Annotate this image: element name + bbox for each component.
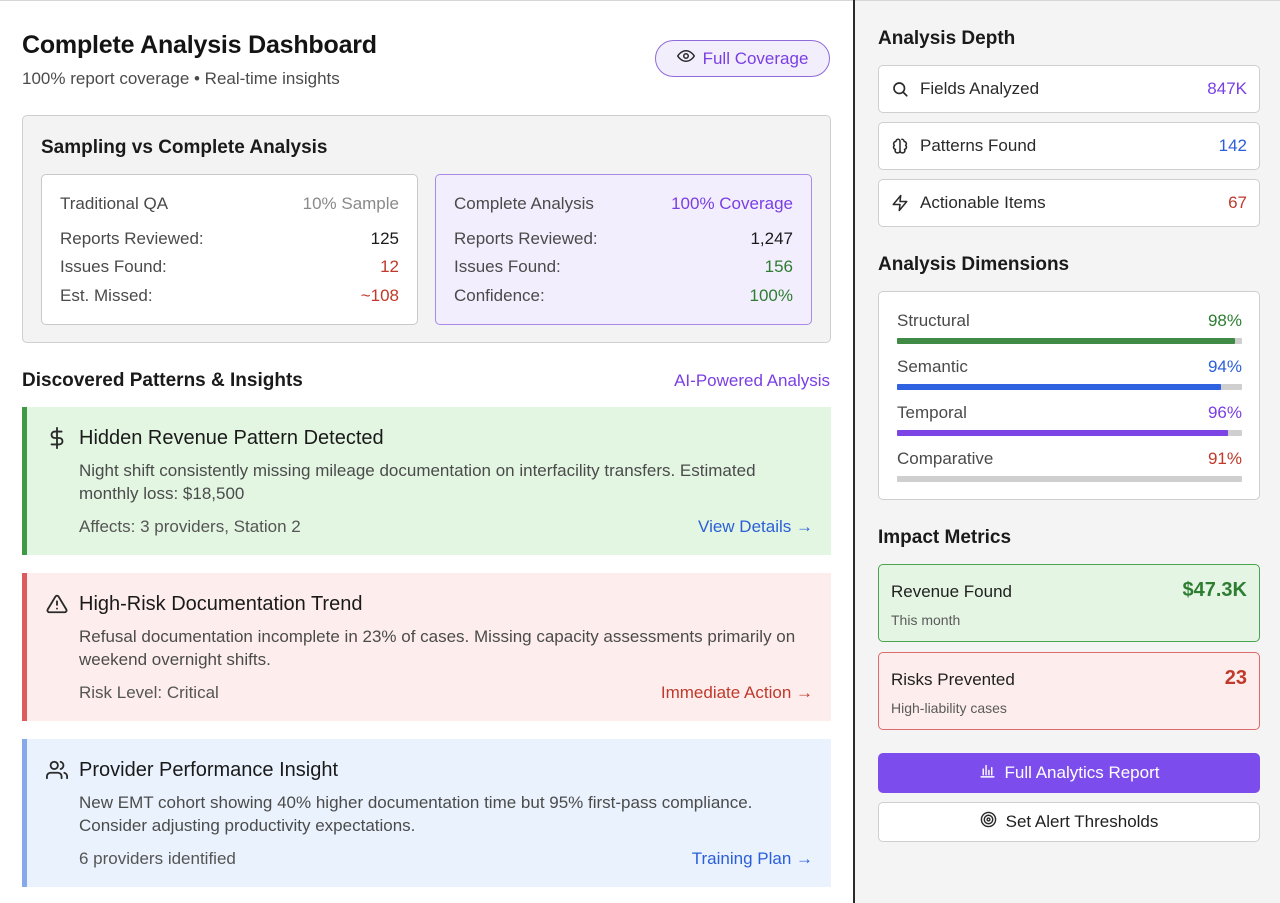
dollar-icon — [46, 427, 68, 449]
impact-label: Risks Prevented — [891, 670, 1015, 689]
impact-value: 23 — [1224, 667, 1247, 689]
set-alert-thresholds-label: Set Alert Thresholds — [1005, 812, 1159, 831]
dimension-progress-fill — [897, 338, 1236, 344]
dimension-comparative: Comparative 91% — [897, 449, 1242, 482]
traditional-qa-name: Traditional QA — [60, 194, 169, 213]
insights-title: Discovered Patterns & Insights — [22, 370, 303, 391]
metric-patterns-found: Patterns Found 142 — [878, 122, 1260, 170]
dimension-progress-fill — [897, 476, 1211, 482]
complete-analysis-tag: 100% Coverage — [671, 194, 793, 213]
complete-confidence-label: Confidence: — [454, 286, 545, 305]
metric-value: 142 — [1218, 136, 1247, 155]
dimension-value: 98% — [1207, 311, 1242, 330]
full-coverage-label: Full Coverage — [702, 48, 809, 68]
insight-title: High-Risk Documentation Trend — [79, 593, 363, 615]
page-title: Complete Analysis Dashboard — [22, 31, 377, 59]
search-icon — [891, 80, 909, 98]
insight-title: Provider Performance Insight — [79, 759, 339, 781]
insight-card-provider: Provider Performance Insight New EMT coh… — [22, 739, 831, 887]
users-icon — [46, 759, 68, 781]
immediate-action-link[interactable]: Immediate Action → — [660, 683, 813, 702]
complete-confidence-value: 100% — [749, 286, 793, 305]
dimension-progress-bar — [897, 476, 1242, 482]
impact-sublabel: High-liability cases — [891, 700, 1007, 716]
complete-analysis-box: Complete Analysis 100% Coverage Reports … — [435, 174, 812, 325]
dimension-label: Comparative — [897, 449, 994, 468]
traditional-qa-tag: 10% Sample — [302, 194, 399, 213]
dimension-value: 91% — [1207, 449, 1242, 468]
dimension-value: 94% — [1207, 357, 1242, 376]
dimension-structural: Structural 98% — [897, 311, 1242, 344]
full-analytics-report-label: Full Analytics Report — [1004, 763, 1160, 782]
complete-issues-label: Issues Found: — [454, 257, 561, 276]
metric-value: 847K — [1207, 79, 1247, 98]
dimension-label: Temporal — [897, 403, 967, 422]
dimension-progress-fill — [897, 430, 1229, 436]
dimension-semantic: Semantic 94% — [897, 357, 1242, 390]
traditional-issues-value: 12 — [380, 257, 399, 276]
insight-body: Refusal documentation incomplete in 23% … — [79, 627, 796, 669]
dimension-progress-fill — [897, 384, 1222, 390]
sidebar: Analysis Depth Fields Analyzed 847K Patt… — [855, 1, 1280, 903]
insight-body: Night shift consistently missing mileage… — [79, 461, 756, 503]
complete-reports-value: 1,247 — [750, 229, 793, 248]
metric-label: Patterns Found — [920, 136, 1037, 155]
analysis-dimensions-title: Analysis Dimensions — [878, 254, 1070, 275]
main-panel: Complete Analysis Dashboard 100% report … — [0, 1, 854, 903]
page-subtitle: 100% report coverage • Real-time insight… — [22, 69, 340, 88]
insight-footer: 6 providers identified — [79, 849, 236, 868]
set-alert-thresholds-button[interactable]: Set Alert Thresholds — [878, 802, 1260, 842]
impact-label: Revenue Found — [891, 582, 1012, 601]
traditional-reports-label: Reports Reviewed: — [60, 229, 204, 248]
insight-title: Hidden Revenue Pattern Detected — [79, 427, 384, 449]
impact-value: $47.3K — [1182, 579, 1248, 601]
brain-icon — [891, 137, 909, 155]
full-analytics-report-button[interactable]: Full Analytics Report — [878, 753, 1260, 793]
ai-powered-analysis-link[interactable]: AI-Powered Analysis — [674, 371, 830, 390]
dimension-progress-bar — [897, 384, 1242, 390]
impact-risks-prevented: Risks Prevented High-liability cases 23 — [878, 652, 1260, 730]
insight-card-revenue: Hidden Revenue Pattern Detected Night sh… — [22, 407, 831, 555]
impact-metrics-title: Impact Metrics — [878, 527, 1012, 548]
warning-icon — [46, 593, 68, 615]
dimension-label: Structural — [897, 311, 970, 330]
complete-analysis-name: Complete Analysis — [454, 194, 594, 213]
metric-value: 67 — [1228, 193, 1247, 212]
traditional-qa-box: Traditional QA 10% Sample Reports Review… — [41, 174, 418, 325]
metric-fields-analyzed: Fields Analyzed 847K — [878, 65, 1260, 113]
metric-actionable-items: Actionable Items 67 — [878, 179, 1260, 227]
target-icon — [980, 811, 997, 833]
traditional-reports-value: 125 — [370, 229, 399, 248]
sampling-comparison-card: Sampling vs Complete Analysis Traditiona… — [22, 115, 831, 343]
complete-issues-value: 156 — [764, 257, 793, 276]
impact-sublabel: This month — [891, 612, 961, 628]
traditional-issues-label: Issues Found: — [60, 257, 167, 276]
full-coverage-button[interactable]: Full Coverage — [655, 40, 830, 77]
view-details-link[interactable]: View Details → — [698, 517, 813, 536]
complete-reports-label: Reports Reviewed: — [454, 229, 598, 248]
dimension-value: 96% — [1207, 403, 1242, 422]
insight-footer: Affects: 3 providers, Station 2 — [79, 517, 301, 536]
dimension-temporal: Temporal 96% — [897, 403, 1242, 436]
comparison-title: Sampling vs Complete Analysis — [41, 137, 328, 158]
impact-revenue-found: Revenue Found This month $47.3K — [878, 564, 1260, 642]
dimension-progress-bar — [897, 430, 1242, 436]
lightning-icon — [891, 194, 909, 212]
dimension-progress-bar — [897, 338, 1242, 344]
bar-chart-icon — [979, 762, 996, 784]
traditional-missed-value: ~108 — [360, 286, 399, 305]
training-plan-link[interactable]: Training Plan → — [691, 849, 813, 868]
insight-body: New EMT cohort showing 40% higher docume… — [79, 793, 753, 835]
traditional-missed-label: Est. Missed: — [60, 286, 153, 305]
metric-label: Actionable Items — [920, 193, 1046, 212]
insight-card-risk: High-Risk Documentation Trend Refusal do… — [22, 573, 831, 721]
dimension-label: Semantic — [897, 357, 968, 376]
analysis-depth-title: Analysis Depth — [878, 28, 1016, 49]
metric-label: Fields Analyzed — [920, 79, 1040, 98]
insight-footer: Risk Level: Critical — [79, 683, 219, 702]
panel-divider — [853, 0, 855, 903]
eye-icon — [676, 47, 695, 70]
analysis-dimensions-card: Structural 98% Semantic 94% Temporal 96%… — [878, 291, 1260, 500]
